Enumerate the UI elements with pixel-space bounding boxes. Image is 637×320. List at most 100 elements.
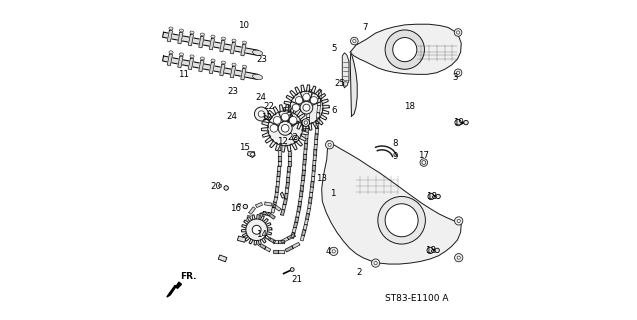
Polygon shape [189, 58, 194, 70]
Text: 9: 9 [392, 152, 398, 161]
Polygon shape [316, 123, 319, 129]
Circle shape [282, 113, 289, 121]
Polygon shape [278, 144, 281, 151]
Text: 18: 18 [426, 192, 436, 201]
Polygon shape [287, 138, 290, 144]
Polygon shape [275, 192, 278, 198]
Circle shape [393, 37, 417, 62]
Polygon shape [317, 106, 320, 113]
Circle shape [224, 186, 229, 190]
Circle shape [455, 253, 463, 262]
Polygon shape [281, 237, 289, 243]
Ellipse shape [211, 59, 215, 62]
Text: 4: 4 [326, 247, 331, 257]
Polygon shape [162, 32, 258, 55]
Polygon shape [218, 255, 227, 262]
Circle shape [254, 107, 268, 121]
Polygon shape [162, 56, 258, 79]
Ellipse shape [253, 74, 262, 80]
Text: 23: 23 [256, 55, 267, 64]
Circle shape [300, 101, 313, 114]
Polygon shape [303, 159, 306, 165]
Polygon shape [305, 128, 309, 133]
Polygon shape [281, 210, 285, 215]
Polygon shape [287, 167, 290, 172]
Text: ST83-E1100 A: ST83-E1100 A [385, 294, 448, 303]
Polygon shape [311, 181, 314, 187]
Polygon shape [308, 197, 312, 203]
Polygon shape [298, 201, 301, 207]
Polygon shape [168, 30, 173, 42]
Polygon shape [273, 240, 278, 243]
Polygon shape [178, 32, 183, 44]
Text: 22: 22 [287, 133, 298, 142]
Polygon shape [308, 98, 311, 105]
Polygon shape [247, 152, 255, 157]
Circle shape [302, 119, 310, 126]
Polygon shape [313, 155, 317, 161]
Text: 19: 19 [454, 118, 464, 127]
Circle shape [454, 69, 462, 76]
Polygon shape [313, 160, 316, 166]
Polygon shape [287, 144, 290, 150]
Circle shape [304, 121, 308, 124]
Ellipse shape [180, 53, 183, 56]
Polygon shape [322, 141, 461, 264]
Ellipse shape [180, 29, 183, 32]
Polygon shape [302, 170, 305, 176]
Text: 23: 23 [227, 87, 238, 96]
Circle shape [310, 97, 317, 104]
Polygon shape [350, 24, 461, 74]
Polygon shape [285, 246, 293, 252]
Polygon shape [308, 203, 311, 208]
Polygon shape [311, 176, 315, 182]
Polygon shape [288, 156, 290, 161]
Circle shape [343, 82, 348, 86]
Text: FR.: FR. [180, 272, 196, 281]
Text: 13: 13 [315, 174, 327, 183]
Polygon shape [247, 216, 250, 225]
Polygon shape [292, 242, 300, 248]
Polygon shape [278, 250, 283, 252]
Circle shape [329, 247, 338, 255]
Polygon shape [168, 54, 173, 66]
Polygon shape [303, 165, 306, 170]
Polygon shape [278, 150, 281, 156]
Polygon shape [316, 118, 319, 124]
Polygon shape [231, 42, 236, 54]
Circle shape [303, 93, 310, 101]
Polygon shape [342, 53, 349, 88]
Circle shape [243, 204, 248, 209]
Ellipse shape [243, 65, 247, 68]
Circle shape [292, 104, 299, 111]
Ellipse shape [201, 57, 204, 60]
Polygon shape [189, 34, 194, 46]
Polygon shape [273, 202, 276, 208]
Circle shape [454, 29, 462, 36]
Polygon shape [220, 64, 225, 76]
Polygon shape [241, 215, 272, 245]
Text: 8: 8 [392, 139, 398, 148]
Polygon shape [263, 212, 270, 216]
Text: 12: 12 [261, 113, 272, 122]
Polygon shape [278, 240, 283, 243]
Circle shape [273, 116, 281, 124]
Polygon shape [304, 219, 308, 225]
Text: 16: 16 [230, 204, 241, 213]
Text: 25: 25 [334, 79, 345, 88]
Polygon shape [178, 56, 183, 68]
Polygon shape [287, 234, 296, 240]
Circle shape [303, 104, 310, 111]
Text: 18: 18 [404, 101, 415, 111]
Text: 21: 21 [292, 276, 303, 284]
Circle shape [289, 116, 297, 124]
Polygon shape [301, 180, 304, 186]
Polygon shape [306, 123, 309, 128]
Circle shape [435, 248, 440, 252]
Circle shape [455, 217, 463, 225]
Polygon shape [276, 176, 280, 182]
Polygon shape [249, 207, 255, 214]
Polygon shape [304, 138, 308, 144]
Polygon shape [199, 36, 204, 48]
Polygon shape [255, 203, 262, 208]
